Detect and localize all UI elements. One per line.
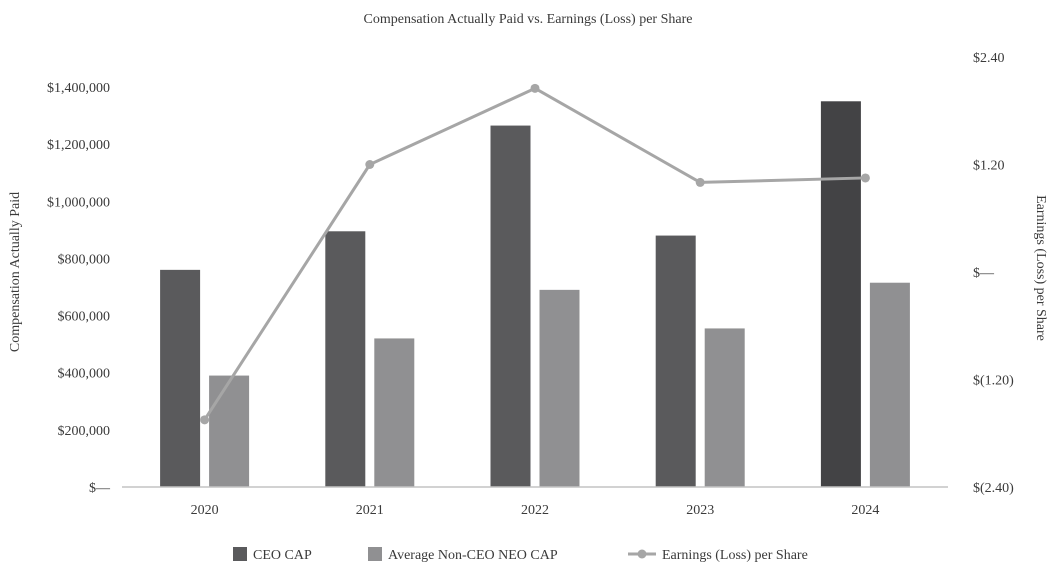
legend-item-eps: Earnings (Loss) per Share <box>628 548 808 563</box>
eps-point <box>530 83 540 93</box>
y-tick-label: $1,400,000 <box>47 81 110 96</box>
eps-line <box>203 86 866 421</box>
y-tick-label: $1,200,000 <box>47 138 110 153</box>
chart-title: Compensation Actually Paid vs. Earnings … <box>364 12 693 27</box>
legend: CEO CAP Average Non-CEO NEO CAP Earnings (… <box>233 547 808 563</box>
y-axis-title: Compensation Actually Paid <box>8 192 23 352</box>
x-tick-label: 2020 <box>191 503 219 518</box>
eps-point <box>200 415 210 425</box>
y-tick-label: $400,000 <box>58 367 111 382</box>
y2-tick-label: $(2.40) <box>973 481 1014 496</box>
bar-avg-non-ceo-neo-cap <box>209 375 250 487</box>
bars <box>160 101 910 488</box>
y2-tick-label: $(1.20) <box>973 374 1014 389</box>
bar-ceo-cap <box>655 235 696 487</box>
y-tick-label: $600,000 <box>58 310 111 325</box>
bar-ceo-cap <box>490 125 531 488</box>
y2-tick-label: $2.40 <box>973 51 1005 66</box>
legend-marker <box>637 549 647 559</box>
legend-label: Earnings (Loss) per Share <box>662 548 808 563</box>
bar-avg-non-ceo-neo-cap <box>374 338 415 487</box>
x-tick-label: 2022 <box>521 503 549 518</box>
y-tick-label: $— <box>89 481 111 496</box>
x-tick-label: 2021 <box>356 503 384 518</box>
legend-swatch <box>233 547 247 561</box>
y-tick-label: $200,000 <box>58 424 111 439</box>
y2-axis-ticks: $(2.40) $(1.20) $— $1.20 $2.40 <box>973 51 1014 496</box>
legend-item-ceo-cap: CEO CAP <box>233 547 312 563</box>
x-tick-label: 2023 <box>686 503 714 518</box>
eps-point <box>365 160 375 169</box>
x-tick-label: 2024 <box>851 503 879 518</box>
legend-item-avg-non-ceo-neo-cap: Average Non-CEO NEO CAP <box>368 547 558 563</box>
legend-label: Average Non-CEO NEO CAP <box>388 548 558 563</box>
bar-ceo-cap <box>820 101 861 488</box>
y-tick-label: $1,000,000 <box>47 195 110 210</box>
bar-avg-non-ceo-neo-cap <box>704 328 745 487</box>
y-tick-label: $800,000 <box>58 252 111 267</box>
y2-tick-label: $— <box>973 266 995 281</box>
y2-axis-title: Earnings (Loss) per Share <box>1033 195 1048 341</box>
bar-ceo-cap <box>160 269 201 487</box>
y2-tick-label: $1.20 <box>973 159 1005 174</box>
bar-ceo-cap <box>325 231 366 487</box>
bar-avg-non-ceo-neo-cap <box>539 289 580 487</box>
eps-line-series <box>200 83 870 425</box>
eps-point <box>860 173 870 183</box>
bar-avg-non-ceo-neo-cap <box>869 282 910 487</box>
x-axis-ticks: 2020 2021 2022 2023 2024 <box>191 503 880 518</box>
legend-label: CEO CAP <box>253 548 312 563</box>
y-axis-ticks: $— $200,000 $400,000 $600,000 $800,000 $1,000… <box>47 81 111 496</box>
eps-point <box>695 177 705 187</box>
legend-swatch <box>368 547 382 561</box>
